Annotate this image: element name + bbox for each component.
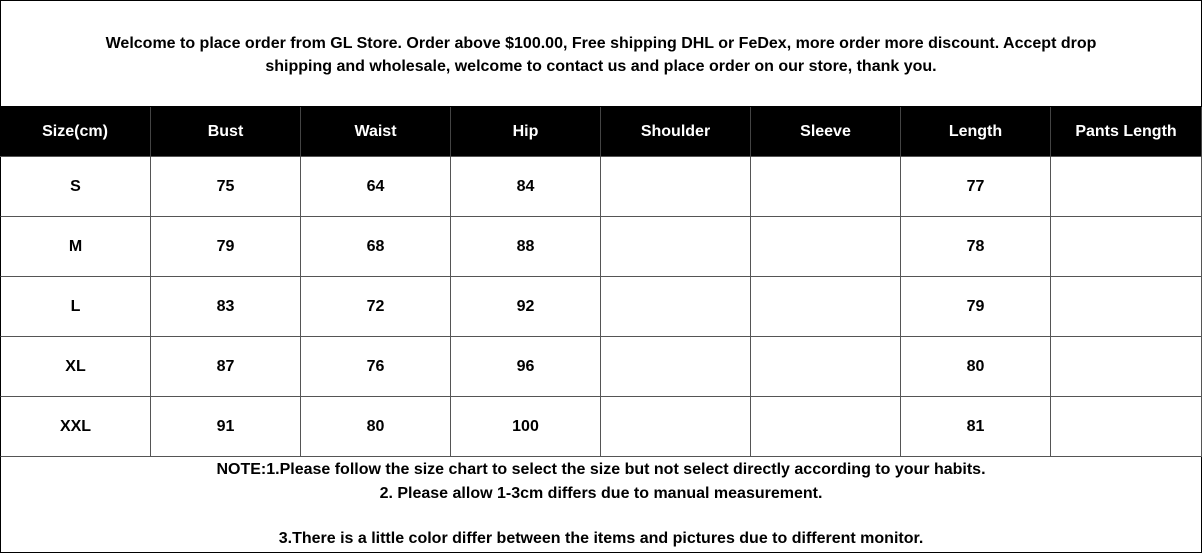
table-cell — [1051, 277, 1202, 337]
notes: NOTE:1.Please follow the size chart to s… — [0, 457, 1202, 553]
table-cell — [1051, 397, 1202, 457]
column-header: Size(cm) — [0, 107, 151, 157]
table-cell: 88 — [451, 217, 601, 277]
table-cell: 79 — [901, 277, 1051, 337]
table-cell — [601, 397, 751, 457]
table-cell — [601, 337, 751, 397]
table-cell — [751, 397, 901, 457]
column-header: Pants Length — [1051, 107, 1202, 157]
table-cell: M — [0, 217, 151, 277]
column-header: Length — [901, 107, 1051, 157]
table-cell: S — [0, 157, 151, 217]
table-cell: 68 — [301, 217, 451, 277]
banner-line: shipping and wholesale, welcome to conta… — [265, 58, 937, 75]
store-banner: Welcome to place order from GL Store. Or… — [0, 0, 1202, 107]
table-cell: 76 — [301, 337, 451, 397]
table-cell: 64 — [301, 157, 451, 217]
table-cell: 91 — [151, 397, 301, 457]
table-cell: 83 — [151, 277, 301, 337]
table-cell — [1051, 157, 1202, 217]
table-cell: 79 — [151, 217, 301, 277]
table-cell — [601, 157, 751, 217]
table-cell: 81 — [901, 397, 1051, 457]
table-cell: 92 — [451, 277, 601, 337]
table-cell: 78 — [901, 217, 1051, 277]
table-cell: 84 — [451, 157, 601, 217]
table-cell: 87 — [151, 337, 301, 397]
table-cell — [751, 337, 901, 397]
table-cell: 80 — [301, 397, 451, 457]
table-cell — [751, 217, 901, 277]
table-cell — [1051, 337, 1202, 397]
column-header: Waist — [301, 107, 451, 157]
table-cell: 72 — [301, 277, 451, 337]
banner-line: Welcome to place order from GL Store. Or… — [105, 35, 1097, 52]
table-cell: L — [0, 277, 151, 337]
column-header: Hip — [451, 107, 601, 157]
table-cell — [601, 277, 751, 337]
table-cell: 100 — [451, 397, 601, 457]
table-cell: 80 — [901, 337, 1051, 397]
column-header: Sleeve — [751, 107, 901, 157]
table-cell — [751, 157, 901, 217]
table-cell: 75 — [151, 157, 301, 217]
note-line: 3.There is a little color differ between… — [278, 530, 924, 547]
table-cell — [751, 277, 901, 337]
table-cell: XXL — [0, 397, 151, 457]
note-line: NOTE:1.Please follow the size chart to s… — [216, 461, 986, 478]
column-header: Bust — [151, 107, 301, 157]
table-cell: XL — [0, 337, 151, 397]
note-line: 2. Please allow 1-3cm differs due to man… — [379, 485, 823, 502]
table-cell: 96 — [451, 337, 601, 397]
table-cell — [1051, 217, 1202, 277]
table-cell — [601, 217, 751, 277]
table-cell: 77 — [901, 157, 1051, 217]
column-header: Shoulder — [601, 107, 751, 157]
